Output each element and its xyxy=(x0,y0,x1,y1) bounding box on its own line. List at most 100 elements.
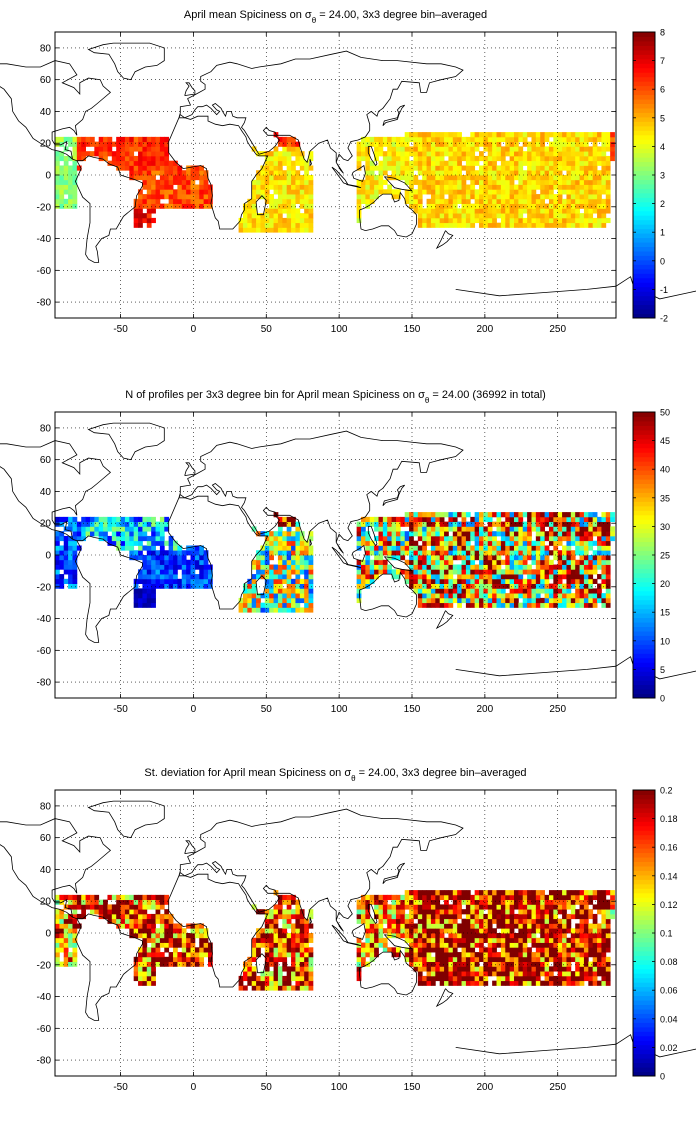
data-cell xyxy=(518,222,524,228)
data-cell xyxy=(557,531,563,537)
data-cell xyxy=(413,208,419,214)
colorbar-step xyxy=(633,103,655,109)
data-cell xyxy=(535,136,541,143)
data-cell xyxy=(448,980,454,986)
data-cell xyxy=(601,516,607,523)
data-cell xyxy=(146,937,152,943)
data-cell xyxy=(391,913,397,920)
data-cell xyxy=(107,521,113,527)
data-cell xyxy=(439,956,445,962)
data-cell xyxy=(304,985,309,991)
data-cell xyxy=(164,141,170,147)
data-cell xyxy=(400,569,406,575)
data-cell xyxy=(146,602,152,608)
data-cell xyxy=(291,578,296,584)
data-cell xyxy=(124,146,130,152)
data-cell xyxy=(295,531,301,537)
data-cell xyxy=(465,952,471,958)
data-cell xyxy=(509,559,515,565)
data-cell xyxy=(605,170,611,176)
data-cell xyxy=(186,956,191,962)
data-cell xyxy=(264,155,270,162)
data-cell xyxy=(94,894,100,901)
data-cell xyxy=(76,136,82,143)
data-cell xyxy=(566,208,572,214)
data-cell xyxy=(129,136,135,143)
data-cell xyxy=(479,597,484,604)
data-cell xyxy=(566,952,572,958)
data-cell xyxy=(295,170,301,176)
data-cell xyxy=(413,155,419,162)
data-cell xyxy=(588,555,594,561)
data-cell xyxy=(430,947,436,953)
data-cell xyxy=(94,141,100,147)
data-cell xyxy=(514,597,519,604)
data-cell xyxy=(557,132,563,138)
data-cell xyxy=(387,136,392,143)
data-cell xyxy=(395,555,401,561)
data-cell xyxy=(409,574,414,580)
data-cell xyxy=(426,222,432,228)
data-cell xyxy=(159,923,165,929)
data-cell xyxy=(159,942,165,948)
data-cell xyxy=(430,535,436,542)
data-cell xyxy=(72,928,78,934)
data-cell xyxy=(129,151,135,157)
data-cell xyxy=(173,928,178,934)
data-cell xyxy=(299,160,305,166)
colorbar-step xyxy=(633,550,655,556)
data-cell xyxy=(557,588,563,594)
data-cell xyxy=(382,559,388,565)
data-cell xyxy=(295,597,301,604)
data-cell xyxy=(605,132,611,138)
data-cell xyxy=(387,545,392,551)
data-cell xyxy=(146,569,152,575)
data-cell xyxy=(544,564,550,570)
data-cell xyxy=(138,535,143,542)
colorbar-step xyxy=(633,425,655,431)
data-cell xyxy=(579,222,585,228)
data-cell xyxy=(295,569,301,575)
data-cell xyxy=(369,160,375,166)
data-cell xyxy=(173,540,178,546)
data-cell xyxy=(522,956,528,962)
data-cell xyxy=(242,588,248,594)
data-cell xyxy=(142,175,148,181)
data-cell xyxy=(186,564,191,570)
data-cell xyxy=(291,966,296,972)
data-cell xyxy=(55,550,60,556)
data-cell xyxy=(72,165,78,171)
data-cell xyxy=(124,165,130,171)
data-cell xyxy=(417,578,423,584)
data-cell xyxy=(444,899,449,905)
data-cell xyxy=(548,956,554,962)
data-cell xyxy=(553,531,559,537)
data-cell xyxy=(409,545,414,551)
data-cell xyxy=(426,179,432,185)
data-cell xyxy=(277,574,283,580)
data-cell xyxy=(186,952,191,958)
data-cell xyxy=(151,937,156,943)
data-cell xyxy=(500,913,506,920)
data-cell xyxy=(164,574,170,580)
data-cell xyxy=(409,535,414,542)
data-cell xyxy=(448,189,454,195)
data-cell xyxy=(509,952,515,958)
data-cell xyxy=(457,904,462,910)
data-cell xyxy=(260,602,266,608)
data-cell xyxy=(68,165,73,171)
data-cell xyxy=(452,146,458,152)
data-cell xyxy=(277,904,283,910)
data-cell xyxy=(409,937,414,943)
data-cell xyxy=(435,146,441,152)
data-cell xyxy=(146,555,152,561)
data-cell xyxy=(426,961,432,967)
data-cell xyxy=(548,531,554,537)
data-cell xyxy=(151,217,156,224)
data-cell xyxy=(527,937,532,943)
data-cell xyxy=(260,975,266,982)
data-cell xyxy=(417,184,423,190)
data-cell xyxy=(505,569,511,575)
data-cell xyxy=(575,928,580,934)
data-cell xyxy=(496,540,502,546)
